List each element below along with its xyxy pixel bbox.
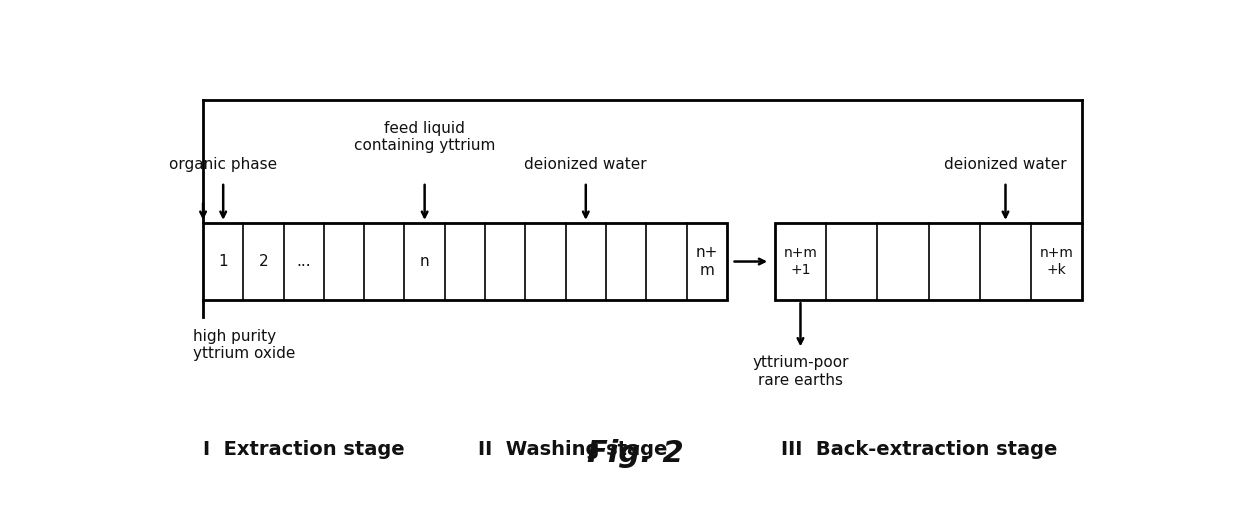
Bar (203, 223, 727, 301)
Text: n+m
+k: n+m +k (1040, 246, 1074, 277)
Text: deionized water: deionized water (525, 157, 647, 172)
Text: III  Back-extraction stage: III Back-extraction stage (781, 440, 1058, 459)
Text: II  Washing stage: II Washing stage (479, 440, 667, 459)
Text: Fig. 2: Fig. 2 (587, 439, 684, 467)
Text: I  Extraction stage: I Extraction stage (203, 440, 404, 459)
Text: feed liquid
containing yttrium: feed liquid containing yttrium (353, 121, 495, 153)
Text: n+m
+1: n+m +1 (784, 246, 817, 277)
Text: 2: 2 (259, 254, 268, 269)
Text: organic phase: organic phase (169, 157, 278, 172)
Text: n+
m: n+ m (696, 245, 718, 278)
Text: n: n (420, 254, 429, 269)
Text: deionized water: deionized water (944, 157, 1066, 172)
Bar (775, 223, 1083, 301)
Text: ...: ... (296, 254, 311, 269)
Text: yttrium-poor
rare earths: yttrium-poor rare earths (753, 356, 848, 388)
Text: high purity
yttrium oxide: high purity yttrium oxide (193, 329, 296, 361)
Text: 1: 1 (218, 254, 228, 269)
